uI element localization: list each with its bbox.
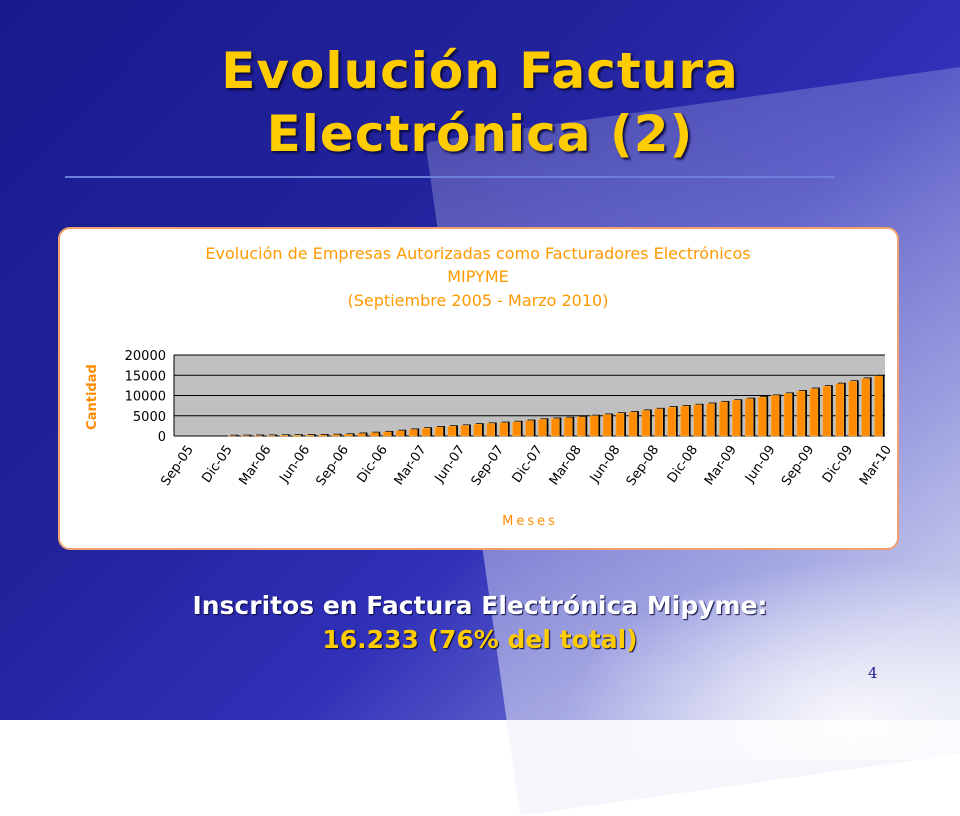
bar	[616, 413, 624, 436]
bar	[525, 421, 533, 436]
y-tick-label: 15000	[125, 369, 166, 384]
bar	[448, 426, 456, 436]
bar	[849, 381, 857, 436]
x-tick-label: Jun-07	[432, 443, 469, 486]
chart-subtitle-1: MIPYME	[447, 267, 509, 286]
bar	[629, 412, 637, 436]
bar	[862, 378, 870, 436]
bar	[784, 393, 792, 436]
bar	[306, 435, 314, 436]
bar	[538, 419, 546, 436]
bar	[655, 409, 663, 436]
bar	[642, 410, 650, 436]
bar	[513, 422, 521, 436]
bar	[396, 431, 404, 436]
bar	[823, 386, 831, 436]
x-tick-label: Sep-05	[158, 443, 197, 489]
y-axis-label: Cantidad	[85, 364, 100, 430]
x-tick-label: Mar-06	[236, 443, 274, 488]
caption-line1: Inscritos en Factura Electrónica Mipyme:	[0, 590, 960, 622]
y-tick-label: 10000	[125, 390, 166, 405]
bar	[875, 376, 883, 436]
chart-panel: Evolución de Empresas Autorizadas como F…	[58, 227, 899, 550]
bar	[771, 396, 779, 437]
y-tick-label: 0	[158, 430, 166, 445]
x-tick-label: Sep-09	[779, 443, 818, 489]
x-tick-label: Mar-10	[857, 443, 895, 488]
bar	[332, 435, 340, 436]
x-tick-label: Mar-08	[547, 443, 585, 488]
title-divider	[65, 176, 835, 178]
x-tick-label: Dic-06	[354, 443, 390, 486]
x-tick-label: Mar-09	[702, 443, 740, 488]
slide-title-line1: Evolución Factura	[0, 40, 960, 102]
bar	[719, 402, 727, 436]
bar	[694, 405, 702, 436]
bar	[758, 397, 766, 436]
x-tick-label: Jun-09	[742, 443, 779, 486]
bar	[422, 428, 430, 436]
x-tick-label: Dic-05	[199, 443, 235, 486]
bar	[435, 427, 443, 436]
x-tick-label: Dic-08	[665, 443, 701, 486]
bar	[551, 419, 559, 436]
bar	[706, 404, 714, 436]
x-tick-label: Sep-08	[624, 443, 663, 489]
slide-title-line2: Electrónica (2)	[0, 103, 960, 165]
bar	[577, 417, 585, 436]
y-tick-label: 20000	[125, 349, 166, 364]
bar	[668, 407, 676, 436]
bar	[487, 423, 495, 436]
bar	[293, 435, 301, 436]
x-tick-label: Jun-06	[277, 443, 314, 486]
bar	[319, 435, 327, 436]
bar	[590, 416, 598, 436]
bar	[681, 406, 689, 436]
bar	[732, 400, 740, 436]
x-tick-label: Dic-07	[510, 443, 546, 486]
x-tick-label: Mar-07	[392, 443, 430, 488]
x-tick-label: Sep-07	[469, 443, 508, 489]
bar	[409, 430, 417, 436]
bar	[564, 418, 572, 436]
x-tick-label: Dic-09	[820, 443, 856, 486]
bar	[500, 423, 508, 436]
x-tick-label: Jun-08	[587, 443, 624, 486]
bar	[474, 424, 482, 436]
bar	[383, 432, 391, 436]
bar	[810, 389, 818, 436]
x-tick-label: Sep-06	[314, 443, 353, 489]
bar	[280, 435, 288, 436]
bar	[797, 391, 805, 436]
bar	[357, 434, 365, 436]
page-number: 4	[868, 664, 878, 682]
bar	[745, 399, 753, 436]
caption-line2: 16.233 (76% del total)	[0, 624, 960, 656]
x-axis-label: Meses	[502, 514, 558, 529]
bar	[345, 434, 353, 436]
bar	[370, 433, 378, 436]
bar	[461, 425, 469, 436]
bar	[603, 415, 611, 436]
chart-subtitle-2: (Septiembre 2005 - Marzo 2010)	[348, 291, 609, 310]
bar-chart: Evolución de Empresas Autorizadas como F…	[60, 229, 897, 548]
bar	[836, 384, 844, 436]
chart-title: Evolución de Empresas Autorizadas como F…	[205, 244, 750, 263]
y-tick-label: 5000	[133, 410, 166, 425]
